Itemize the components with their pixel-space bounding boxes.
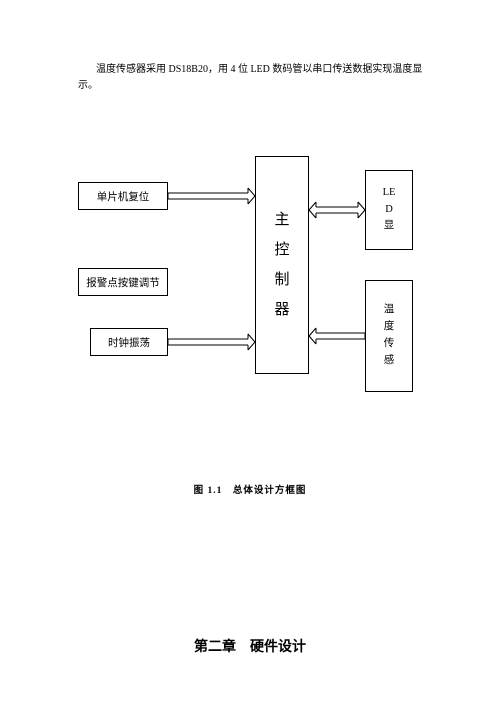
figure-caption: 图 1.1 总体设计方框图 [0, 482, 500, 496]
block-diagram: 单片机复位 报警点按键调节 时钟振荡 主控制器 LED显 温度传感 [60, 150, 440, 450]
chapter-heading: 第二章 硬件设计 [0, 636, 500, 656]
diagram-arrows [60, 150, 440, 410]
intro-paragraph: 温度传感器采用 DS18B20，用 4 位 LED 数码管以串口传送数据实现温度… [78, 62, 440, 94]
